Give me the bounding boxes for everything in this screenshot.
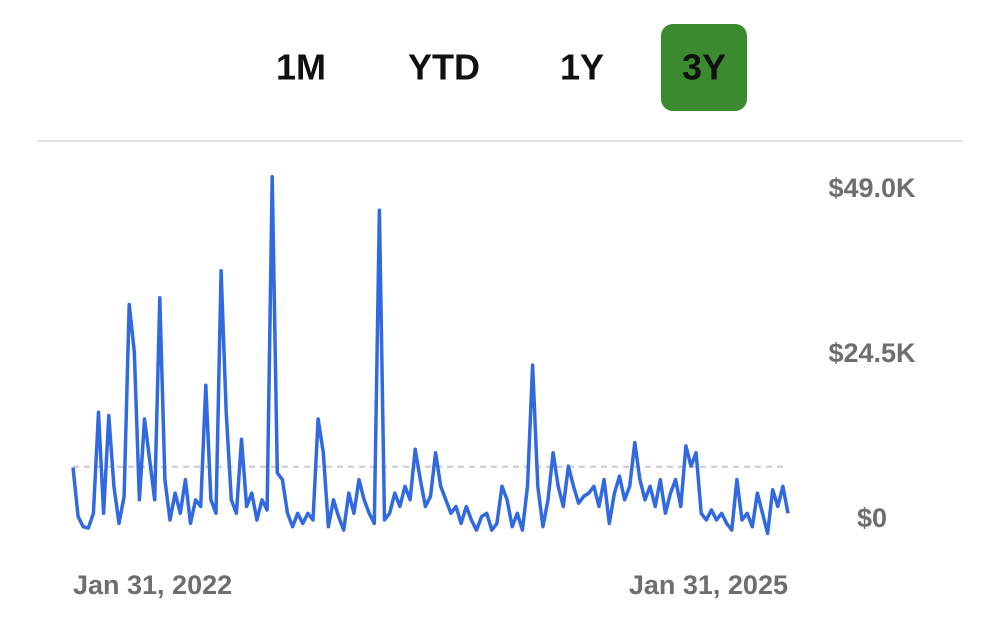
tab[interactable]: 3Y [682,47,726,88]
price-line [71,174,790,536]
tab-selected-bg [661,24,747,111]
y-tick-label: $49.0K [828,173,916,203]
tab[interactable]: 1M [276,47,326,88]
x-tick-label: Jan 31, 2022 [73,570,232,600]
y-tick-label: $0 [857,503,887,533]
tab[interactable]: YTD [408,47,480,88]
x-tick-label: Jan 31, 2025 [629,570,788,600]
y-tick-label: $24.5K [828,338,916,368]
tab[interactable]: 1Y [560,47,604,88]
